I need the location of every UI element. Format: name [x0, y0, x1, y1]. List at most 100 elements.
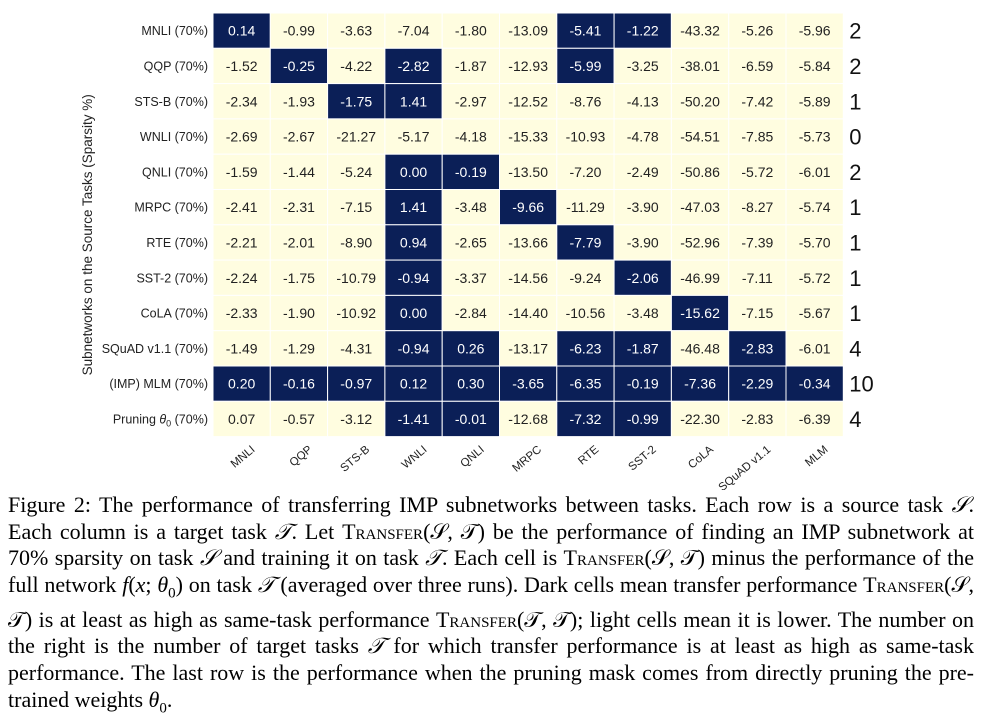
caption-text: 𝒯: [425, 545, 443, 571]
cell-value: -5.74: [799, 199, 831, 215]
cell-value: -54.51: [680, 129, 720, 145]
cell-value: -2.84: [455, 305, 487, 321]
cell-value: -2.67: [283, 129, 315, 145]
heatmap-cell: [212, 224, 271, 261]
heatmap-cell: [499, 259, 558, 296]
row-count: 1: [849, 195, 861, 220]
heatmap-cell: [269, 365, 329, 402]
cell-value: -15.62: [680, 305, 720, 321]
cell-value: -14.40: [508, 305, 548, 321]
cell-value: -2.31: [283, 199, 315, 215]
heatmap-cell: [670, 294, 730, 332]
heatmap-cell: [384, 330, 443, 367]
cell-value: -9.66: [512, 199, 544, 215]
cell-value: -7.42: [741, 93, 773, 109]
cell-value: -1.87: [627, 340, 659, 356]
heatmap-cell: [670, 47, 730, 85]
cell-value: -5.67: [799, 305, 831, 321]
cell-value: -13.66: [508, 234, 548, 250]
row-count: 2: [849, 160, 861, 185]
cell-value: -0.94: [398, 270, 430, 286]
cell-value: -0.19: [455, 164, 487, 180]
cell-value: -7.85: [741, 129, 773, 145]
cell-value: -13.09: [508, 23, 548, 39]
cell-value: -4.78: [627, 129, 659, 145]
cell-value: -4.22: [340, 58, 372, 74]
heatmap-cell: [499, 400, 558, 438]
heatmap-cell: [212, 12, 271, 49]
heatmap-cell: [556, 294, 615, 332]
cell-value: -0.19: [627, 376, 659, 392]
heatmap-cell: [785, 400, 844, 438]
cell-value: -8.27: [741, 199, 773, 215]
heatmap-cell: [670, 400, 730, 438]
caption-transfer-term: Transfer: [563, 545, 645, 571]
heatmap-cell: [556, 224, 615, 261]
caption-transfer-term: Transfer: [342, 518, 424, 544]
caption-text: (𝒮, 𝒯): [644, 545, 705, 571]
heatmap-cell: [441, 365, 501, 402]
cell-value: -3.90: [627, 234, 659, 250]
caption-text: x: [135, 571, 146, 597]
caption-transfer-term: Transfer: [435, 606, 517, 632]
heatmap-cell: [384, 118, 443, 155]
caption-text: 0: [168, 585, 176, 602]
cell-value: -11.29: [566, 199, 605, 215]
heatmap-cell: [670, 83, 730, 120]
cell-value: -7.79: [569, 234, 601, 250]
cell-value: -6.39: [799, 411, 831, 427]
row-label: MRPC (70%): [134, 201, 208, 215]
cell-value: -3.25: [627, 58, 659, 74]
row-count: 4: [849, 407, 861, 432]
heatmap-cell: [499, 224, 558, 261]
cell-value: -5.41: [569, 23, 601, 39]
row-label: WNLI (70%): [140, 130, 208, 144]
heatmap-cell: [728, 400, 787, 438]
cell-value: -3.90: [627, 199, 659, 215]
row-label: Pruning θ0 (70%): [113, 412, 208, 428]
heatmap-cell: [785, 153, 844, 190]
heatmap-cell: [269, 259, 329, 296]
row-count: 10: [849, 372, 873, 397]
cell-value: -5.89: [799, 93, 831, 109]
heatmap-cell: [670, 153, 730, 190]
row-label: CoLA (70%): [141, 307, 208, 321]
heatmap-cell: [384, 224, 443, 261]
cell-value: -2.41: [226, 199, 258, 215]
heatmap-cell: [728, 47, 787, 85]
cell-value: -7.32: [569, 411, 601, 427]
cell-value: -7.15: [340, 199, 372, 215]
heatmap-cell: [212, 330, 271, 367]
heatmap-cell: [384, 153, 443, 190]
cell-value: -8.90: [340, 234, 372, 250]
cell-value: -2.49: [627, 164, 659, 180]
heatmap-cell: [785, 47, 844, 85]
cell-value: -1.29: [283, 340, 315, 356]
cell-value: -1.49: [226, 340, 258, 356]
caption-text: (: [128, 571, 136, 597]
caption-text: 𝒯: [274, 518, 292, 544]
cell-value: -2.29: [741, 376, 773, 392]
cell-value: 0.00: [400, 305, 427, 321]
cell-value: -6.35: [569, 376, 601, 392]
heatmap-cell: [556, 400, 615, 438]
cell-value: -3.65: [512, 376, 544, 392]
cell-value: -50.86: [680, 164, 720, 180]
caption-text: and training it on task: [216, 545, 426, 571]
heatmap-cell: [499, 189, 558, 226]
cell-value: 0.94: [400, 234, 427, 250]
cell-value: 0.26: [457, 340, 484, 356]
row-count: 1: [849, 89, 861, 114]
cell-value: -52.96: [680, 234, 720, 250]
heatmap-cell: [613, 330, 672, 367]
heatmap-cell: [212, 153, 271, 190]
cell-value: 0.07: [228, 411, 255, 427]
heatmap-cell: [613, 294, 672, 332]
transfer-heatmap: 0.14 -0.99 -3.63 -7.04 -1.80 -13.09 -5.41 -1.22…: [80, 12, 874, 490]
caption-text: θ: [157, 571, 169, 597]
row-label: SQuAD v1.1 (70%): [102, 342, 208, 356]
cell-value: -0.01: [455, 411, 487, 427]
cell-value: -0.57: [283, 411, 315, 427]
heatmap-cell: [556, 47, 615, 85]
cell-value: -1.52: [226, 58, 258, 74]
